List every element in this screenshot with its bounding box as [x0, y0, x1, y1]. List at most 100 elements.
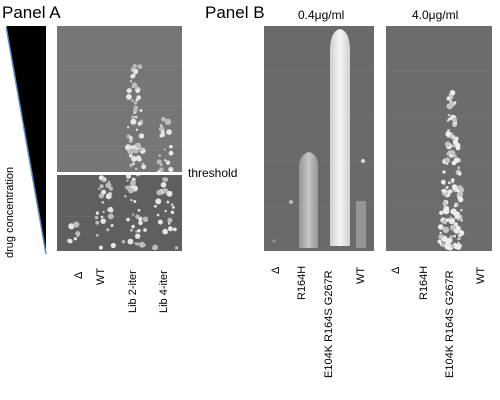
- colony: [156, 159, 162, 165]
- plate-2-lane-label: R164H: [418, 265, 430, 300]
- colony: [130, 199, 133, 202]
- colony: [133, 111, 136, 115]
- colony: [124, 195, 127, 198]
- colony: [158, 154, 161, 157]
- colony: [98, 193, 104, 199]
- colony: [166, 200, 170, 204]
- colony: [135, 88, 140, 94]
- colony: [446, 96, 451, 101]
- colony: [457, 237, 460, 241]
- colony: [99, 184, 104, 189]
- colony: [141, 162, 144, 165]
- colony: [437, 239, 442, 244]
- colony: [437, 224, 444, 230]
- colony: [442, 188, 447, 193]
- colony: [134, 242, 137, 245]
- colony: [138, 220, 143, 226]
- plate-0-4ug: [264, 26, 374, 251]
- colony: [73, 221, 80, 228]
- colony: [94, 215, 99, 220]
- colony: [137, 229, 141, 233]
- colony: [137, 157, 142, 162]
- colony: [164, 209, 167, 213]
- colony: [169, 144, 173, 149]
- colony: [131, 156, 137, 162]
- colony: [162, 228, 168, 235]
- colony: [110, 195, 113, 197]
- drug-gradient-wedge: [6, 26, 47, 255]
- colony: [126, 217, 130, 222]
- colony: [452, 137, 455, 141]
- plate-2-lane-label: Δ: [390, 266, 402, 274]
- colony: [450, 244, 455, 248]
- colony: [98, 175, 104, 181]
- colony: [166, 190, 173, 197]
- colony: [445, 186, 449, 189]
- colony: [173, 227, 177, 232]
- colony: [164, 118, 172, 126]
- colony: [457, 241, 460, 245]
- colony: [450, 224, 457, 231]
- colony: [166, 129, 172, 135]
- colony: [95, 220, 100, 225]
- colony: [454, 204, 457, 208]
- colony: [452, 117, 458, 123]
- colony: [449, 216, 453, 220]
- colony: [133, 200, 137, 203]
- plate-4-0ug: [386, 26, 492, 251]
- colony: [137, 121, 142, 126]
- colony: [130, 228, 133, 232]
- colony: [445, 218, 450, 222]
- colony: [135, 142, 141, 148]
- colony: [129, 136, 133, 140]
- colony: [446, 163, 449, 165]
- plate-1-lane-label: E104K R164S G267R: [323, 270, 335, 378]
- plate-2-growth: [437, 90, 465, 251]
- colony: [138, 133, 145, 139]
- panel-a-lane-label: WT: [95, 267, 107, 285]
- colony: [460, 209, 463, 212]
- colony: [447, 113, 451, 117]
- colony: [452, 144, 456, 148]
- colony: [137, 64, 143, 70]
- colony: [453, 157, 460, 164]
- colony: [142, 216, 149, 222]
- colony: [460, 244, 463, 246]
- drug-wedge-edge: [6, 26, 47, 255]
- colony: [454, 136, 459, 141]
- panel-b-title: Panel B: [205, 3, 265, 22]
- colony: [442, 226, 450, 233]
- colony: [105, 193, 112, 200]
- colony: [167, 217, 173, 223]
- colony: [135, 233, 141, 239]
- panel-a-title: Panel A: [2, 3, 61, 22]
- colony: [131, 115, 135, 119]
- plate-2-lane-label: WT: [475, 266, 487, 284]
- colony: [446, 103, 453, 110]
- colony: [102, 210, 105, 213]
- colony: [442, 200, 447, 205]
- colony: [441, 179, 446, 185]
- colony: [126, 179, 129, 182]
- colony: [170, 203, 174, 207]
- colony: [455, 243, 462, 250]
- colony: [132, 64, 137, 68]
- colony: [128, 187, 134, 194]
- colony: [110, 224, 114, 227]
- panel-a-lane-label: Δ: [73, 271, 85, 279]
- colony: [448, 181, 451, 184]
- colony: [107, 213, 114, 220]
- colony: [170, 210, 175, 215]
- colony: [131, 82, 138, 88]
- colony: [444, 141, 451, 147]
- colony: [165, 160, 171, 165]
- colony: [126, 94, 132, 100]
- colony: [68, 239, 73, 244]
- colony: [161, 117, 166, 122]
- colony: [142, 243, 146, 247]
- plate-1-lane-label: WT: [355, 266, 367, 284]
- colony: [172, 206, 175, 209]
- colony: [128, 149, 134, 155]
- colony: [133, 105, 139, 111]
- colony: [68, 223, 75, 230]
